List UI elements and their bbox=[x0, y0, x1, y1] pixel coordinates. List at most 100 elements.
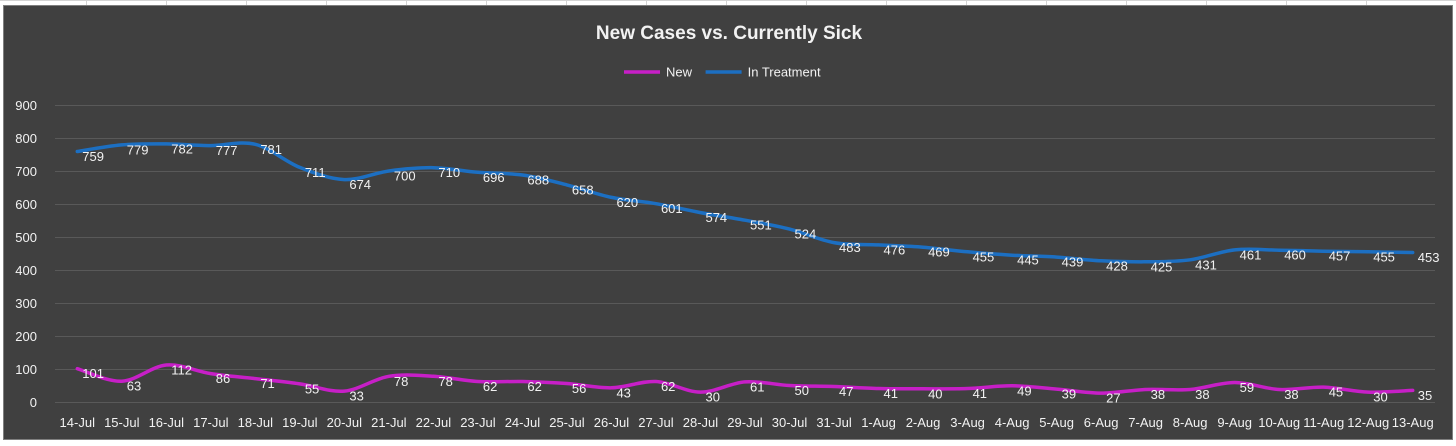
x-tick-label: 16-Jul bbox=[149, 415, 185, 430]
data-label-in-treatment: 674 bbox=[349, 177, 371, 192]
x-tick-label: 27-Jul bbox=[638, 415, 674, 430]
data-label-in-treatment: 455 bbox=[973, 249, 995, 264]
x-tick-label: 29-Jul bbox=[727, 415, 763, 430]
data-label-new: 47 bbox=[839, 384, 853, 399]
data-label-new: 62 bbox=[661, 379, 675, 394]
data-label-new: 38 bbox=[1284, 387, 1298, 402]
y-tick-label: 300 bbox=[15, 296, 37, 311]
x-tick-label: 6-Aug bbox=[1084, 415, 1119, 430]
data-label-new: 45 bbox=[1329, 385, 1343, 400]
data-label-in-treatment: 439 bbox=[1062, 255, 1084, 270]
x-tick-label: 4-Aug bbox=[995, 415, 1030, 430]
x-tick-label: 25-Jul bbox=[549, 415, 585, 430]
y-tick-label: 200 bbox=[15, 329, 37, 344]
x-tick-label: 28-Jul bbox=[683, 415, 719, 430]
x-tick-label: 11-Aug bbox=[1303, 415, 1344, 430]
data-label-in-treatment: 711 bbox=[305, 165, 326, 180]
data-label-in-treatment: 524 bbox=[795, 227, 817, 242]
data-label-new: 112 bbox=[171, 363, 192, 378]
data-label-in-treatment: 457 bbox=[1329, 249, 1351, 264]
legend-label-in-treatment: In Treatment bbox=[748, 65, 821, 80]
data-label-in-treatment: 658 bbox=[572, 182, 594, 197]
data-label-in-treatment: 453 bbox=[1418, 250, 1440, 265]
data-label-new: 55 bbox=[305, 381, 319, 396]
y-tick-label: 600 bbox=[15, 197, 37, 212]
data-label-in-treatment: 574 bbox=[705, 210, 727, 225]
data-label-in-treatment: 483 bbox=[839, 240, 861, 255]
data-label-in-treatment: 551 bbox=[750, 218, 772, 233]
line-chart: New Cases vs. Currently Sick New In Treat… bbox=[15, 23, 1439, 430]
data-label-new: 41 bbox=[884, 386, 898, 401]
legend-label-new: New bbox=[666, 65, 693, 80]
data-label-new: 33 bbox=[349, 389, 363, 404]
data-label-in-treatment: 700 bbox=[394, 169, 416, 184]
data-label-new: 86 bbox=[216, 371, 230, 386]
x-tick-label: 8-Aug bbox=[1173, 415, 1208, 430]
x-tick-label: 18-Jul bbox=[238, 415, 274, 430]
series-lines bbox=[75, 141, 1415, 395]
x-tick-label: 1-Aug bbox=[861, 415, 896, 430]
x-tick-label: 30-Jul bbox=[772, 415, 808, 430]
x-tick-label: 26-Jul bbox=[594, 415, 630, 430]
data-label-new: 40 bbox=[928, 386, 942, 401]
x-tick-label: 13-Aug bbox=[1392, 415, 1434, 430]
data-label-in-treatment: 425 bbox=[1151, 259, 1173, 274]
y-tick-label: 800 bbox=[15, 131, 37, 146]
x-tick-label: 9-Aug bbox=[1217, 415, 1252, 430]
data-label-new: 101 bbox=[82, 366, 104, 381]
data-label-in-treatment: 777 bbox=[216, 143, 238, 158]
data-label-in-treatment: 461 bbox=[1240, 247, 1262, 262]
chart-area[interactable]: New Cases vs. Currently Sick New In Treat… bbox=[3, 5, 1453, 440]
x-tick-label: 5-Aug bbox=[1039, 415, 1074, 430]
data-label-new: 38 bbox=[1151, 387, 1165, 402]
series-line-new bbox=[75, 363, 1415, 395]
y-tick-label: 900 bbox=[15, 98, 37, 113]
x-tick-label: 15-Jul bbox=[104, 415, 140, 430]
data-label-new: 41 bbox=[973, 386, 987, 401]
data-label-new: 35 bbox=[1418, 388, 1432, 403]
data-label-new: 49 bbox=[1017, 383, 1031, 398]
y-tick-label: 100 bbox=[15, 362, 37, 377]
x-tick-label: 10-Aug bbox=[1258, 415, 1300, 430]
data-label-new: 30 bbox=[705, 390, 719, 405]
data-label-new: 78 bbox=[394, 374, 408, 389]
data-label-in-treatment: 455 bbox=[1373, 249, 1395, 264]
data-label-in-treatment: 460 bbox=[1284, 248, 1306, 263]
data-label-in-treatment: 431 bbox=[1195, 257, 1217, 272]
y-tick-label: 700 bbox=[15, 164, 37, 179]
data-label-new: 59 bbox=[1240, 380, 1254, 395]
data-label-new: 62 bbox=[527, 379, 541, 394]
y-tick-label: 400 bbox=[15, 263, 37, 278]
chart-legend: New In Treatment bbox=[624, 65, 821, 80]
x-tick-label: 7-Aug bbox=[1128, 415, 1163, 430]
chart-title: New Cases vs. Currently Sick bbox=[596, 23, 863, 44]
data-labels: 101 63 112 86 71 55 33 78 78 62 62 56 43 62 30 61 50 47 41… bbox=[82, 141, 1439, 405]
x-tick-label: 31-Jul bbox=[816, 415, 852, 430]
x-tick-label: 22-Jul bbox=[416, 415, 452, 430]
x-tick-label: 14-Jul bbox=[60, 415, 96, 430]
x-tick-label: 3-Aug bbox=[950, 415, 985, 430]
data-label-in-treatment: 781 bbox=[260, 142, 282, 157]
y-axis: 0 100 200 300 400 500 600 700 800 900 bbox=[15, 98, 37, 410]
data-label-in-treatment: 759 bbox=[82, 149, 104, 164]
x-axis: 14-Jul 15-Jul 16-Jul 17-Jul 18-Jul 19-Jul 20-J… bbox=[60, 415, 1434, 430]
series-line-in-treatment bbox=[75, 141, 1415, 264]
data-label-in-treatment: 710 bbox=[438, 165, 460, 180]
x-tick-label: 12-Aug bbox=[1347, 415, 1389, 430]
gridlines bbox=[55, 105, 1435, 403]
y-tick-label: 0 bbox=[30, 395, 37, 410]
data-label-new: 27 bbox=[1106, 391, 1120, 406]
data-label-in-treatment: 779 bbox=[127, 142, 149, 157]
data-label-new: 39 bbox=[1062, 387, 1076, 402]
data-label-new: 63 bbox=[127, 379, 141, 394]
data-label-in-treatment: 696 bbox=[483, 170, 505, 185]
data-label-in-treatment: 476 bbox=[884, 242, 906, 257]
x-tick-label: 21-Jul bbox=[371, 415, 407, 430]
x-tick-label: 2-Aug bbox=[906, 415, 941, 430]
data-label-in-treatment: 688 bbox=[527, 172, 549, 187]
x-tick-label: 17-Jul bbox=[193, 415, 229, 430]
data-label-new: 43 bbox=[616, 385, 630, 400]
x-tick-label: 20-Jul bbox=[327, 415, 363, 430]
data-label-in-treatment: 428 bbox=[1106, 258, 1128, 273]
data-label-in-treatment: 469 bbox=[928, 245, 950, 260]
